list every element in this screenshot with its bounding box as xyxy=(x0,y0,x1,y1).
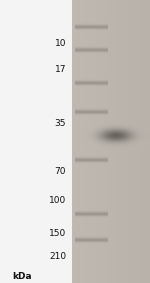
Text: 150: 150 xyxy=(49,229,66,238)
Text: 70: 70 xyxy=(54,167,66,176)
Text: 35: 35 xyxy=(54,119,66,128)
Text: 100: 100 xyxy=(49,196,66,205)
Text: kDa: kDa xyxy=(12,272,32,281)
Text: 17: 17 xyxy=(54,65,66,74)
Text: 10: 10 xyxy=(54,39,66,48)
Text: 210: 210 xyxy=(49,252,66,261)
